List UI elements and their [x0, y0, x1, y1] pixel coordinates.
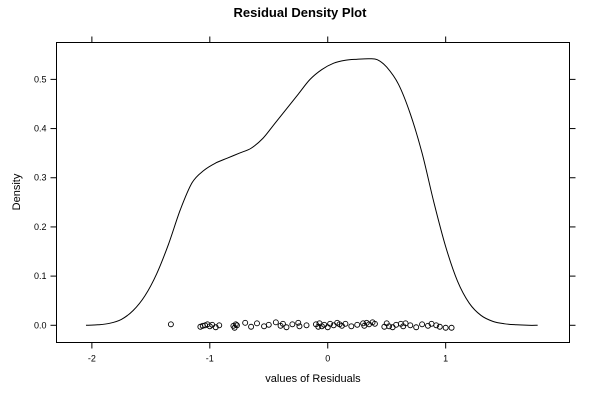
residual-point	[327, 320, 334, 327]
rug-points-layer	[167, 319, 455, 331]
y-tick-label: 0.5	[34, 74, 47, 84]
y-tick-label: 0.2	[34, 222, 47, 232]
density-curve-layer	[85, 58, 538, 326]
residual-point	[389, 324, 396, 331]
axis-ticks: -2 -1 0 1 0.0 0.1 0.2 0.3 0.4 0.5	[34, 36, 576, 364]
density-curve	[85, 58, 538, 326]
y-tick-label: 0.4	[34, 124, 47, 134]
x-tick-label: -1	[206, 354, 214, 364]
residual-point	[436, 323, 443, 330]
y-axis-label: Density	[11, 173, 23, 210]
residual-point	[296, 323, 303, 330]
residual-point	[354, 321, 361, 328]
x-tick-label: -2	[88, 354, 96, 364]
residual-point	[433, 322, 440, 329]
residual-point	[342, 320, 349, 327]
x-tick-label: 0	[325, 354, 330, 364]
residual-point	[419, 321, 426, 328]
residual-point	[348, 323, 355, 330]
residual-point	[295, 319, 302, 326]
residual-point	[216, 322, 223, 329]
residual-point	[386, 323, 393, 330]
y-tick-label: 0.0	[34, 320, 47, 330]
residual-point	[265, 321, 272, 328]
residual-point	[232, 321, 239, 328]
residual-point	[289, 321, 296, 328]
residual-point	[233, 322, 240, 329]
residual-point	[254, 320, 260, 327]
residual-point	[272, 319, 279, 326]
residual-point	[167, 321, 174, 328]
residual-point	[413, 324, 420, 331]
residual-point	[402, 320, 409, 327]
residual-point	[279, 320, 286, 327]
x-tick-label: 1	[443, 354, 448, 364]
residual-point	[393, 321, 400, 328]
y-tick-label: 0.1	[34, 271, 47, 281]
residual-point	[371, 320, 378, 327]
residual-point	[303, 322, 310, 329]
residual-point	[407, 322, 414, 329]
residual-point	[261, 323, 268, 330]
y-tick-label: 0.3	[34, 173, 47, 183]
residual-point	[283, 324, 290, 331]
residual-point	[248, 323, 255, 330]
residual-point	[242, 319, 249, 326]
plot-frame	[56, 42, 570, 343]
residual-point	[315, 323, 322, 330]
residual-point	[442, 324, 449, 331]
residual-point	[448, 324, 455, 331]
chart-title: Residual Density Plot	[234, 5, 368, 20]
x-axis-label: values of Residuals	[265, 373, 361, 385]
